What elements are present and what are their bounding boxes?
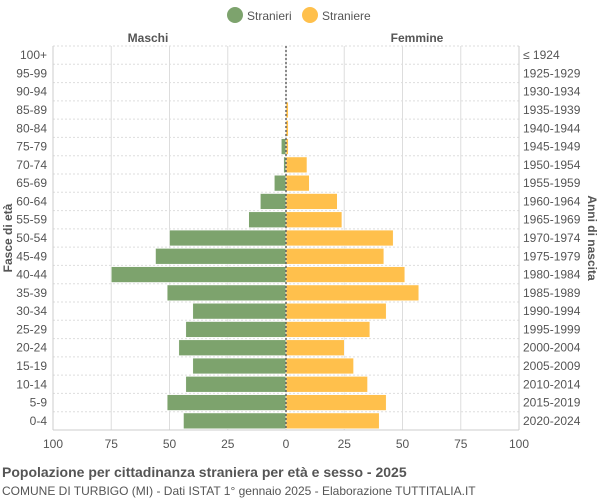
age-group-label: 80-84 xyxy=(16,121,47,135)
bar-male-35-39 xyxy=(166,284,287,302)
birth-year-label: 1960-1964 xyxy=(523,194,581,208)
birth-year-label: ≤ 1924 xyxy=(523,48,560,62)
bar-male-45-49 xyxy=(155,248,287,265)
bar-female-50-54 xyxy=(285,229,394,247)
age-group-label: 70-74 xyxy=(16,158,47,172)
chart-source: COMUNE DI TURBIGO (MI) - Dati ISTAT 1° g… xyxy=(2,484,476,498)
y-axis-label-right: Anni di nascita xyxy=(585,195,599,281)
population-pyramid-chart: 100 75 50 25 0 25 50 75 100 100+ ≤ 1924 95-99 1925-1… xyxy=(1,7,599,451)
age-group-label: 90-94 xyxy=(16,85,47,99)
age-group-label: 20-24 xyxy=(16,341,47,355)
age-group-label: 15-19 xyxy=(16,359,47,373)
bar-female-60-64 xyxy=(285,193,338,210)
bar-male-0-4 xyxy=(183,412,287,430)
birth-year-label: 1940-1944 xyxy=(523,121,581,135)
chart-title: Popolazione per cittadinanza straniera p… xyxy=(2,464,407,480)
legend-marker-stranieri xyxy=(227,7,243,23)
x-tick-label: 25 xyxy=(338,437,352,451)
bar-female-0-4 xyxy=(285,412,380,430)
age-group-label: 0-4 xyxy=(30,414,48,428)
birth-year-label: 1975-1979 xyxy=(523,249,581,263)
bar-male-55-59 xyxy=(248,211,287,228)
legend-label-straniere: Straniere xyxy=(322,9,371,23)
age-group-label: 65-69 xyxy=(16,176,47,190)
age-group-label: 75-79 xyxy=(16,140,47,154)
birth-year-label: 1980-1984 xyxy=(523,268,581,282)
birth-year-label: 1990-1994 xyxy=(523,304,581,318)
bar-male-25-29 xyxy=(185,321,287,338)
bar-female-65-69 xyxy=(285,175,310,192)
bar-male-20-24 xyxy=(178,339,287,356)
bar-male-60-64 xyxy=(260,193,287,210)
age-group-label: 100+ xyxy=(20,48,47,62)
age-group-label: 35-39 xyxy=(16,286,47,300)
birth-year-label: 2015-2019 xyxy=(523,396,581,410)
age-group-label: 25-29 xyxy=(16,322,47,336)
bar-male-40-44 xyxy=(111,266,287,283)
age-group-label: 50-54 xyxy=(16,231,47,245)
birth-year-label: 1955-1959 xyxy=(523,176,581,190)
birth-year-label: 1985-1989 xyxy=(523,286,581,300)
right-label: Femmine xyxy=(391,31,444,45)
age-group-label: 10-14 xyxy=(16,377,47,391)
bar-female-80-84 xyxy=(285,120,289,137)
age-group-label: 5-9 xyxy=(30,396,48,410)
age-group-label: 30-34 xyxy=(16,304,47,318)
birth-year-label: 1965-1969 xyxy=(523,213,581,227)
birth-year-label: 1950-1954 xyxy=(523,158,581,172)
birth-year-label: 1925-1929 xyxy=(523,66,581,80)
x-tick-label: 50 xyxy=(396,437,410,451)
bar-male-50-54 xyxy=(169,229,287,247)
age-group-label: 60-64 xyxy=(16,194,47,208)
age-group-label: 85-89 xyxy=(16,103,47,117)
bar-male-65-69 xyxy=(274,175,287,192)
x-tick-label: 75 xyxy=(454,437,468,451)
bar-female-30-34 xyxy=(285,303,387,320)
bar-female-70-74 xyxy=(285,156,308,173)
x-tick-label: 100 xyxy=(509,437,529,451)
birth-year-label: 2010-2014 xyxy=(523,377,581,391)
x-tick-label: 75 xyxy=(105,437,119,451)
birth-year-label: 2020-2024 xyxy=(523,414,581,428)
bar-female-20-24 xyxy=(285,339,345,356)
bar-male-10-14 xyxy=(185,376,287,393)
x-tick-label: 25 xyxy=(221,437,235,451)
birth-year-label: 1935-1939 xyxy=(523,103,581,117)
birth-year-label: 1970-1974 xyxy=(523,231,581,245)
birth-year-label: 1995-1999 xyxy=(523,322,581,336)
age-group-label: 40-44 xyxy=(16,268,47,282)
birth-year-label: 2005-2009 xyxy=(523,359,581,373)
left-label: Maschi xyxy=(128,31,169,45)
bar-female-45-49 xyxy=(285,248,385,265)
x-tick-label: 100 xyxy=(43,437,63,451)
bar-female-25-29 xyxy=(285,321,371,338)
x-tick-label: 50 xyxy=(163,437,177,451)
legend-label-stranieri: Stranieri xyxy=(247,9,292,23)
bar-male-15-19 xyxy=(192,357,287,375)
bar-female-55-59 xyxy=(285,211,343,228)
bar-female-10-14 xyxy=(285,376,368,393)
birth-year-label: 1930-1934 xyxy=(523,85,581,99)
birth-year-label: 2000-2004 xyxy=(523,341,581,355)
bar-female-35-39 xyxy=(285,284,420,302)
bar-male-5-9 xyxy=(166,394,287,411)
age-group-label: 55-59 xyxy=(16,213,47,227)
x-tick-label: 0 xyxy=(283,437,290,451)
y-axis-label-left: Fasce di età xyxy=(1,203,15,272)
bar-female-5-9 xyxy=(285,394,387,411)
legend-marker-straniere xyxy=(302,7,318,23)
birth-year-label: 1945-1949 xyxy=(523,140,581,154)
age-group-label: 95-99 xyxy=(16,66,47,80)
bar-female-40-44 xyxy=(285,266,406,283)
bar-female-15-19 xyxy=(285,357,354,375)
bar-male-30-34 xyxy=(192,303,287,320)
age-group-label: 45-49 xyxy=(16,249,47,263)
